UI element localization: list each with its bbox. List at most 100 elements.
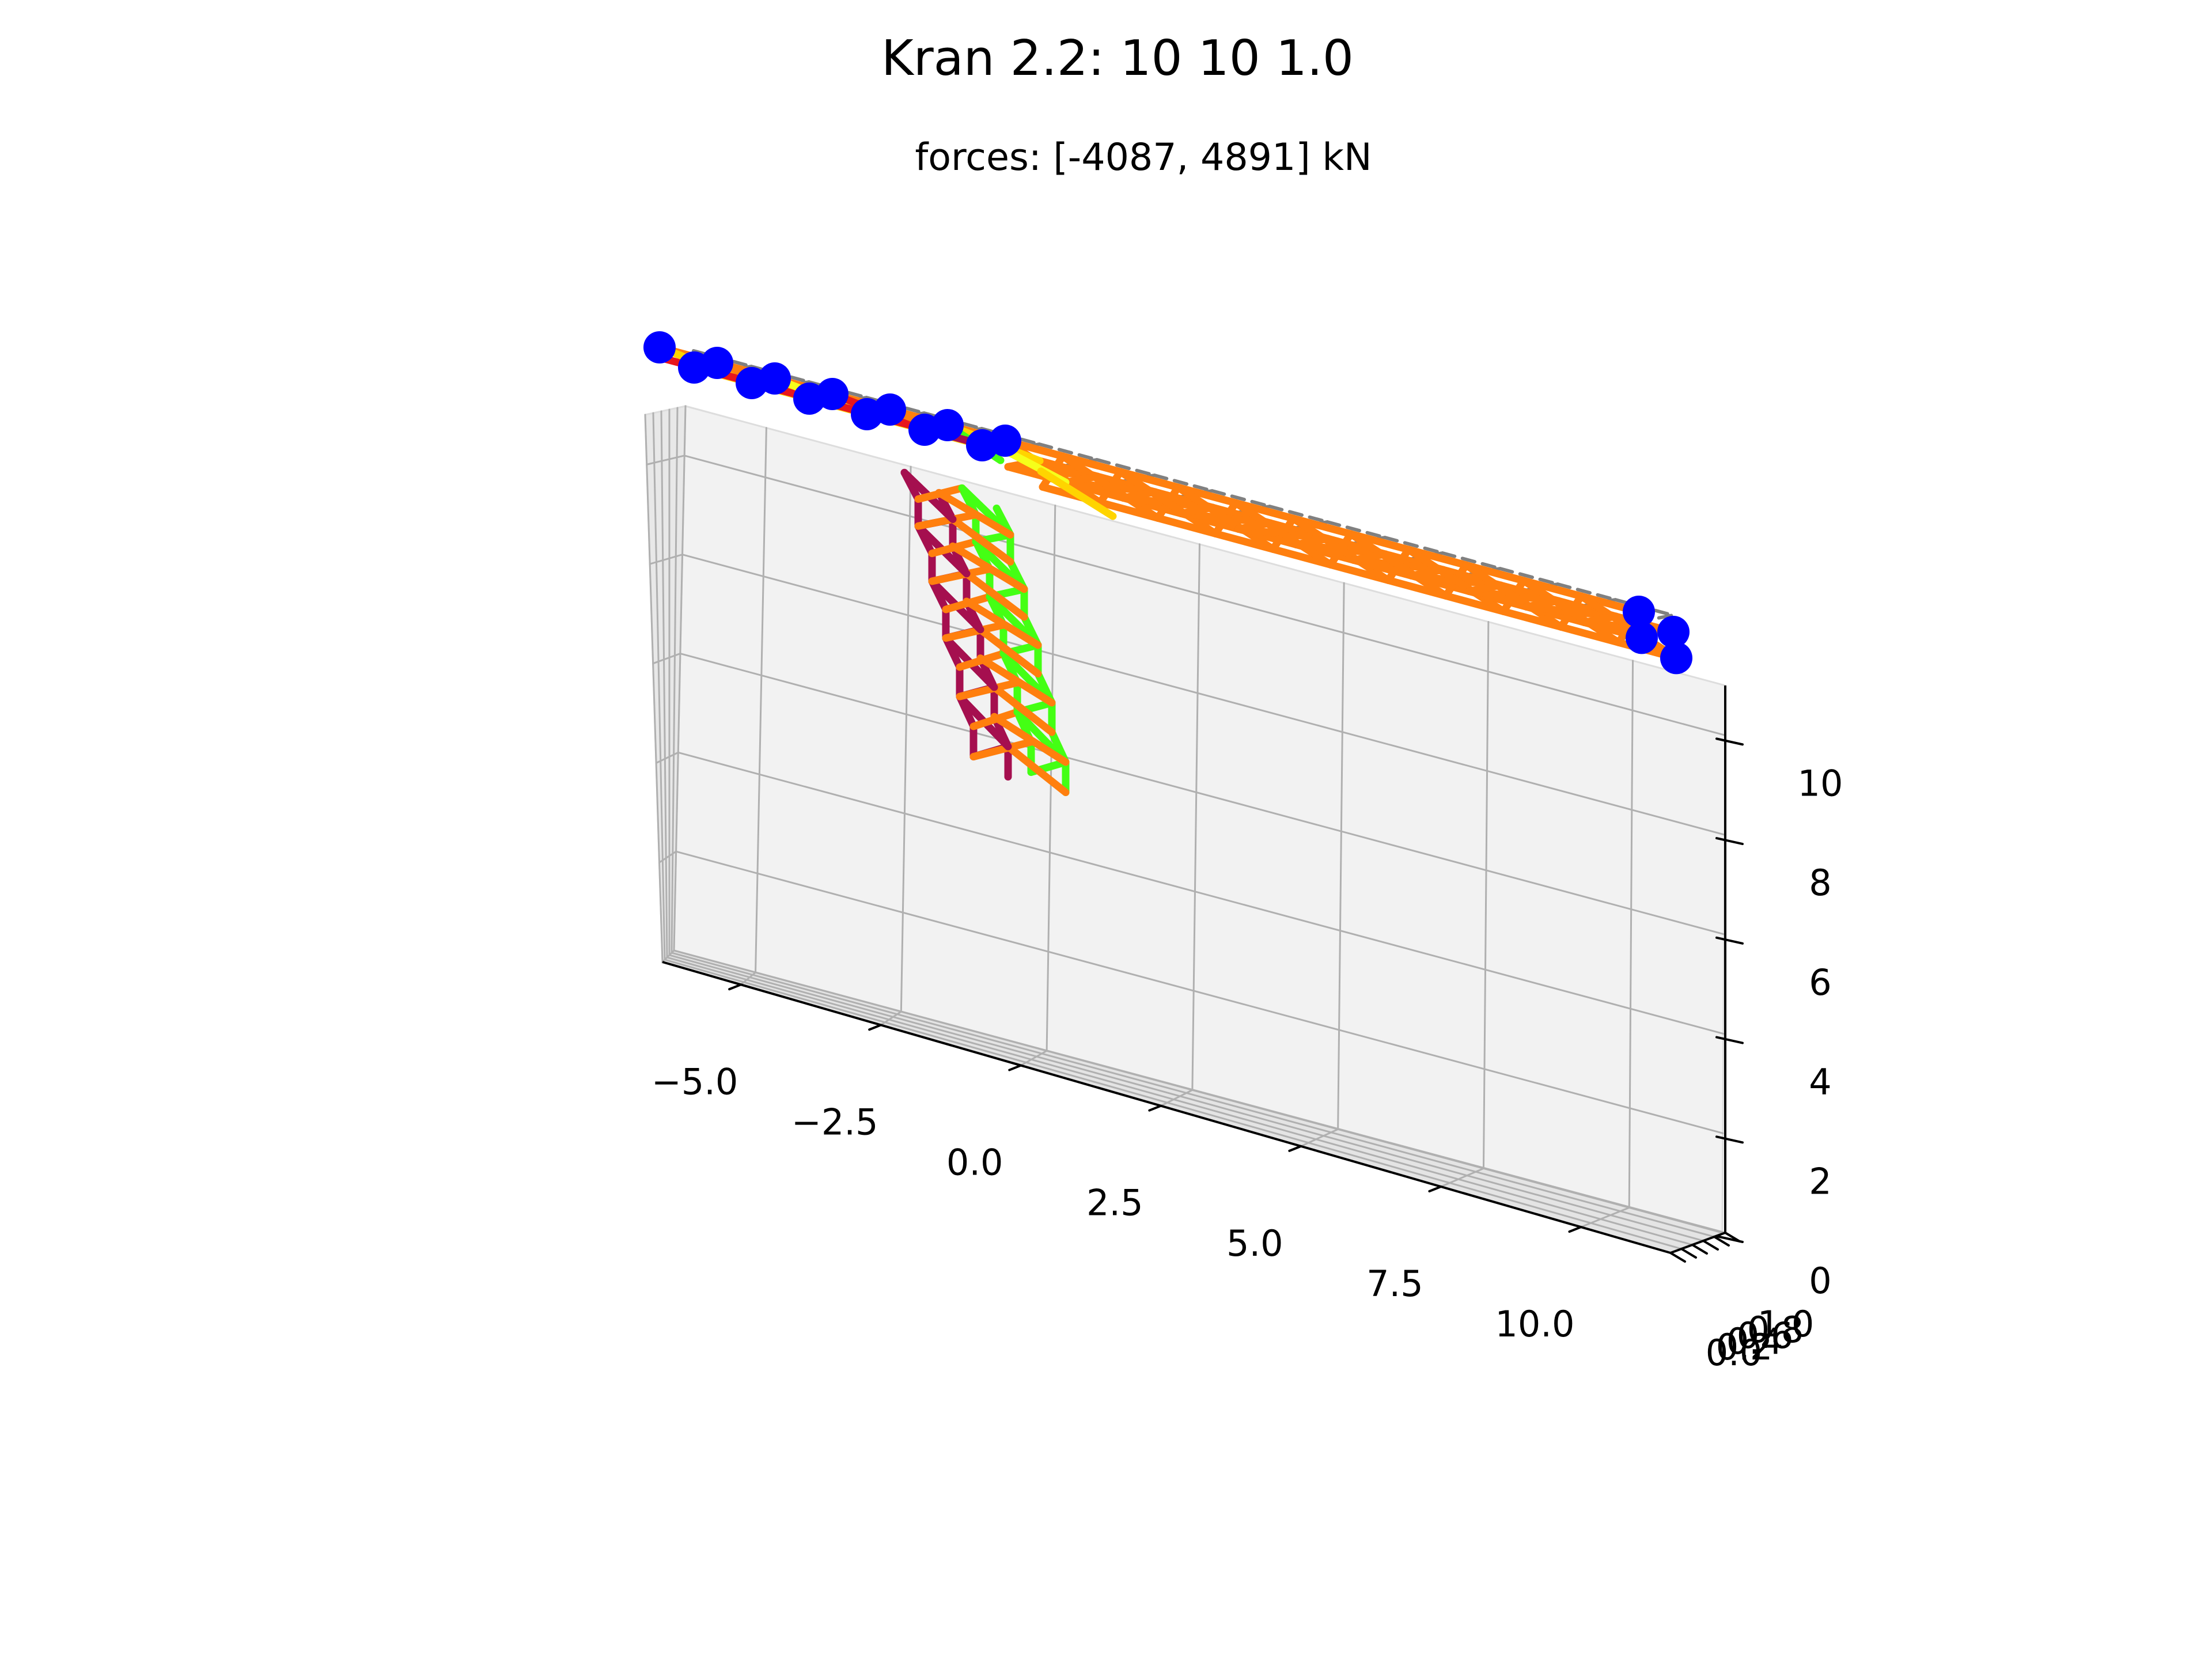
load-node xyxy=(931,409,964,441)
grid-line-z xyxy=(681,554,1726,836)
truss-members xyxy=(656,343,1680,797)
ghost-member xyxy=(1383,536,1444,555)
grid-line-y-floor xyxy=(666,956,1694,1246)
ghost-member xyxy=(1325,520,1387,540)
z-tick-label: 10 xyxy=(1798,762,1843,804)
tower-diagonal xyxy=(969,738,1035,761)
grid-line-y-side xyxy=(673,405,687,952)
grid-line-x xyxy=(1337,582,1345,1130)
load-node xyxy=(759,362,791,395)
z-tick-mark xyxy=(1715,737,1744,746)
ghost-member xyxy=(1441,551,1502,571)
y-tick-label: 1.0 xyxy=(1758,1303,1815,1345)
y-tick-label: 0.0 xyxy=(1706,1332,1763,1374)
y-tick-label: 0.4 xyxy=(1726,1320,1783,1362)
x-tick-label: −2.5 xyxy=(791,1101,878,1143)
x-tick-mark xyxy=(1148,1104,1162,1112)
jib-vertical xyxy=(1119,488,1159,502)
x-tick-label: 2.5 xyxy=(1086,1182,1143,1224)
ghost-member xyxy=(1556,582,1617,602)
x-tick-mark xyxy=(1008,1064,1022,1071)
grid-line-x xyxy=(1482,621,1490,1169)
x-axis-line xyxy=(662,961,1671,1254)
z-tick-label: 2 xyxy=(1809,1160,1831,1202)
grid-line-y-floor xyxy=(664,959,1683,1250)
z-tick-mark xyxy=(1715,936,1744,945)
tower-diagonal xyxy=(963,597,1042,649)
jib-vertical xyxy=(1350,550,1389,564)
axis-ticks: −5.0−2.50.02.55.07.510.002468100.00.20.4… xyxy=(652,737,1843,1374)
chart-subtitle: forces: [-4087, 4891] kN xyxy=(915,136,1372,179)
tower-diagonal xyxy=(956,679,1021,700)
ghost-member xyxy=(1210,489,1271,509)
ghost-member xyxy=(1498,567,1559,586)
jib-diagonal xyxy=(1462,561,1565,631)
tower-diagonal xyxy=(914,510,980,530)
jib-vertical xyxy=(1177,503,1217,517)
grid-line-y-side xyxy=(644,414,664,963)
jib-diagonal xyxy=(1404,546,1508,615)
load-node xyxy=(816,378,849,410)
ghost-member xyxy=(1095,458,1156,478)
z-tick-label: 0 xyxy=(1809,1260,1831,1302)
y-tick-label: 0.2 xyxy=(1716,1326,1773,1368)
load-node xyxy=(1623,596,1655,628)
load-node xyxy=(874,393,906,426)
load-node xyxy=(701,347,733,379)
y-tick-mark xyxy=(1669,1252,1686,1263)
tower-diagonal xyxy=(942,621,1007,642)
x-tick-mark xyxy=(1428,1185,1442,1192)
x-tick-label: 0.0 xyxy=(946,1142,1003,1184)
jib-vertical xyxy=(1234,519,1274,533)
z-tick-mark xyxy=(1715,837,1744,846)
jib-diagonal xyxy=(1059,452,1162,522)
grid-line-x xyxy=(1191,543,1200,1091)
y-tick-mark xyxy=(1724,1232,1741,1243)
grid-line-z xyxy=(679,653,1725,935)
z-tick-label: 8 xyxy=(1809,862,1831,904)
z-tick-mark xyxy=(1715,1135,1744,1144)
ghost-member xyxy=(1268,505,1329,524)
tower-diagonal xyxy=(990,713,1070,766)
tower-diagonal xyxy=(949,542,1028,593)
grid-line-z-side xyxy=(649,554,684,565)
y-tick-mark xyxy=(1702,1240,1719,1251)
jib-diagonal xyxy=(1520,577,1623,646)
grid-line-y-floor xyxy=(673,949,1726,1234)
grid-line-x xyxy=(900,465,912,1013)
z-tick-label: 4 xyxy=(1809,1061,1831,1103)
tower-diagonal xyxy=(990,683,1056,736)
x-tick-label: 5.0 xyxy=(1226,1222,1283,1264)
x-tick-mark xyxy=(1288,1145,1302,1152)
x-tick-label: 7.5 xyxy=(1366,1263,1423,1305)
tower-diagonal xyxy=(976,654,1056,707)
jib-diagonal xyxy=(1116,468,1219,537)
y-tick-label: 0.8 xyxy=(1747,1309,1804,1351)
x-tick-label: 10.0 xyxy=(1495,1303,1574,1345)
y-tick-label: 0.6 xyxy=(1737,1315,1794,1357)
x-tick-label: −5.0 xyxy=(652,1060,738,1103)
jib-diagonal xyxy=(1577,592,1680,662)
jib-vertical xyxy=(1062,472,1101,486)
load-node xyxy=(1626,622,1658,654)
z-tick-mark xyxy=(1715,1036,1744,1044)
load-node xyxy=(1657,616,1690,648)
jib-diagonal xyxy=(1347,530,1450,600)
load-node xyxy=(643,331,676,363)
x-tick-mark xyxy=(1568,1226,1582,1233)
z-tick-label: 6 xyxy=(1809,961,1831,1003)
tower-diagonal xyxy=(976,626,1042,678)
grid-line-z xyxy=(677,751,1725,1035)
tower-diagonal xyxy=(949,515,1014,566)
grid-line-y-side xyxy=(660,410,668,959)
tower-diagonal xyxy=(963,570,1028,621)
tower-diagonal xyxy=(1004,743,1070,797)
grid-line-y-floor xyxy=(668,954,1705,1242)
jib-vertical xyxy=(1407,566,1447,579)
grid-line-z xyxy=(675,850,1724,1134)
load-node xyxy=(989,425,1021,457)
y-tick-mark xyxy=(1713,1236,1730,1247)
grid-line-z-side xyxy=(652,653,681,665)
jib-vertical xyxy=(1522,597,1562,611)
grid-line-z-side xyxy=(646,454,685,465)
